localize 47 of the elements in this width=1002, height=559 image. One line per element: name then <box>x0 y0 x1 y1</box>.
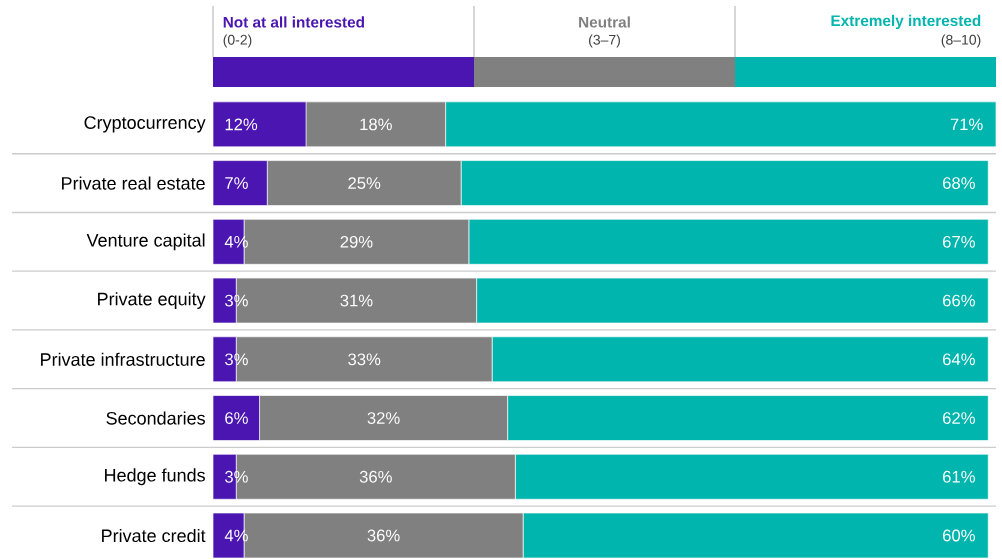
bar <box>259 395 508 441</box>
y-tick-label: Secondaries <box>106 411 205 425</box>
data-label: 29% <box>340 235 373 248</box>
text: (8–10) <box>941 34 981 48</box>
data-label: 60% <box>943 529 975 542</box>
y-tick-label: Cryptocurrency <box>84 116 206 133</box>
bar <box>491 336 989 383</box>
bar <box>305 101 446 148</box>
bar <box>445 101 997 148</box>
y-tick-label: Private real estate <box>62 176 205 190</box>
bar <box>507 395 989 441</box>
bar <box>212 395 260 441</box>
text: Extremely interested <box>831 14 981 30</box>
data-label: 6% <box>225 412 248 424</box>
bar <box>212 160 268 206</box>
data-label: 64% <box>943 353 975 366</box>
y-tick-label: Venture capital <box>86 233 205 251</box>
bar <box>460 160 989 206</box>
data-label: 25% <box>348 177 381 189</box>
bar <box>266 160 462 206</box>
data-label: 67% <box>943 235 975 248</box>
data-label: 62% <box>943 412 975 424</box>
data-label: 66% <box>943 294 975 307</box>
bar <box>515 453 989 500</box>
text: (0-2) <box>223 34 252 48</box>
text: (3–7) <box>589 34 620 48</box>
text: Not at all interested <box>223 16 364 28</box>
data-label: 18% <box>360 118 392 131</box>
data-label: 31% <box>340 294 373 307</box>
y-tick-label: Private equity <box>98 292 206 309</box>
bar <box>476 277 989 324</box>
bar <box>522 512 989 559</box>
data-label: 12% <box>225 118 258 131</box>
data-label: 36% <box>359 470 392 483</box>
data-label: 68% <box>943 177 975 189</box>
y-tick-label: Private infrastructure <box>41 352 205 366</box>
data-label: 61% <box>943 470 975 483</box>
bar <box>212 101 307 148</box>
data-label: 71% <box>950 118 983 131</box>
data-label: 7% <box>225 177 248 189</box>
data-label: 32% <box>367 412 400 424</box>
data-label: 33% <box>348 353 381 366</box>
y-tick-label: Hedge funds <box>105 468 205 486</box>
bar <box>468 218 989 265</box>
y-tick-label: Private credit <box>102 528 206 543</box>
text: Neutral <box>579 16 630 28</box>
data-label: 36% <box>367 529 400 542</box>
